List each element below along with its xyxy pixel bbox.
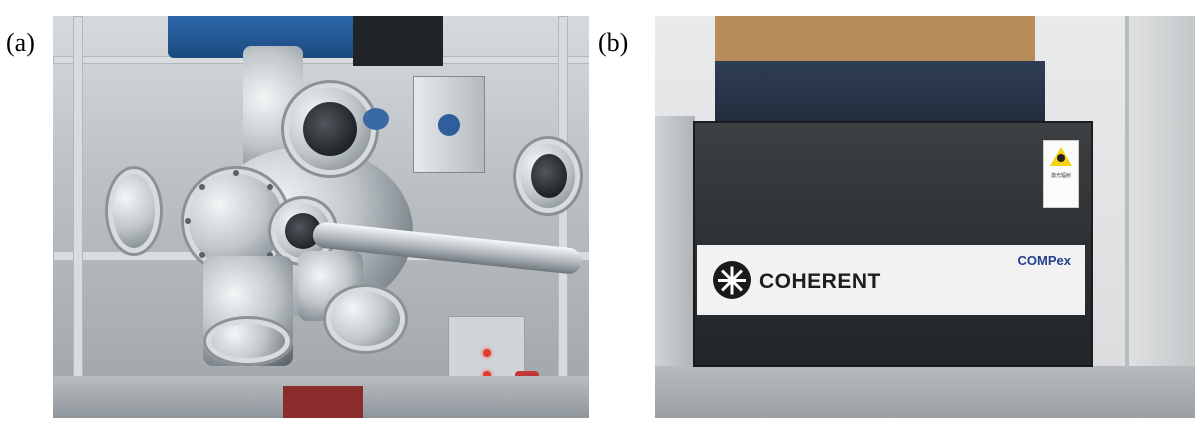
laser-housing <box>693 121 1093 367</box>
frame-post <box>73 16 83 418</box>
red-stage-mount <box>283 386 363 418</box>
frame-post <box>558 16 568 418</box>
brand-name: COHERENT <box>759 270 881 293</box>
panel-label-a: (a) <box>6 28 35 57</box>
excimer-laser-photo: 激光辐射 COHERENT COMPex <box>655 16 1195 418</box>
cardboard-boxes <box>715 16 1035 61</box>
right-window <box>531 154 567 198</box>
coherent-logo-icon <box>713 261 751 299</box>
top-viewport-window <box>303 102 357 156</box>
viewport-badge <box>363 108 389 130</box>
brand-stripe: COHERENT COMPex <box>697 245 1085 315</box>
cabinet-shelving <box>715 61 1045 131</box>
model-name: COMPex <box>1017 253 1071 268</box>
vacuum-chamber-photo <box>53 16 589 418</box>
red-led <box>483 371 491 379</box>
laser-warning-sign: 激光辐射 <box>1043 140 1079 208</box>
warning-sign-text: 激光辐射 <box>1050 173 1071 179</box>
lower-right-flange <box>323 284 408 354</box>
laser-symbol-icon <box>1057 154 1065 162</box>
lower-flange <box>203 316 293 366</box>
left-flange <box>105 166 163 256</box>
table-base <box>655 366 1195 418</box>
red-led <box>483 349 491 357</box>
right-frame <box>1125 16 1195 418</box>
panel-label-b: (b) <box>598 28 629 57</box>
dark-mount <box>353 16 443 66</box>
valve-badge <box>438 114 460 136</box>
